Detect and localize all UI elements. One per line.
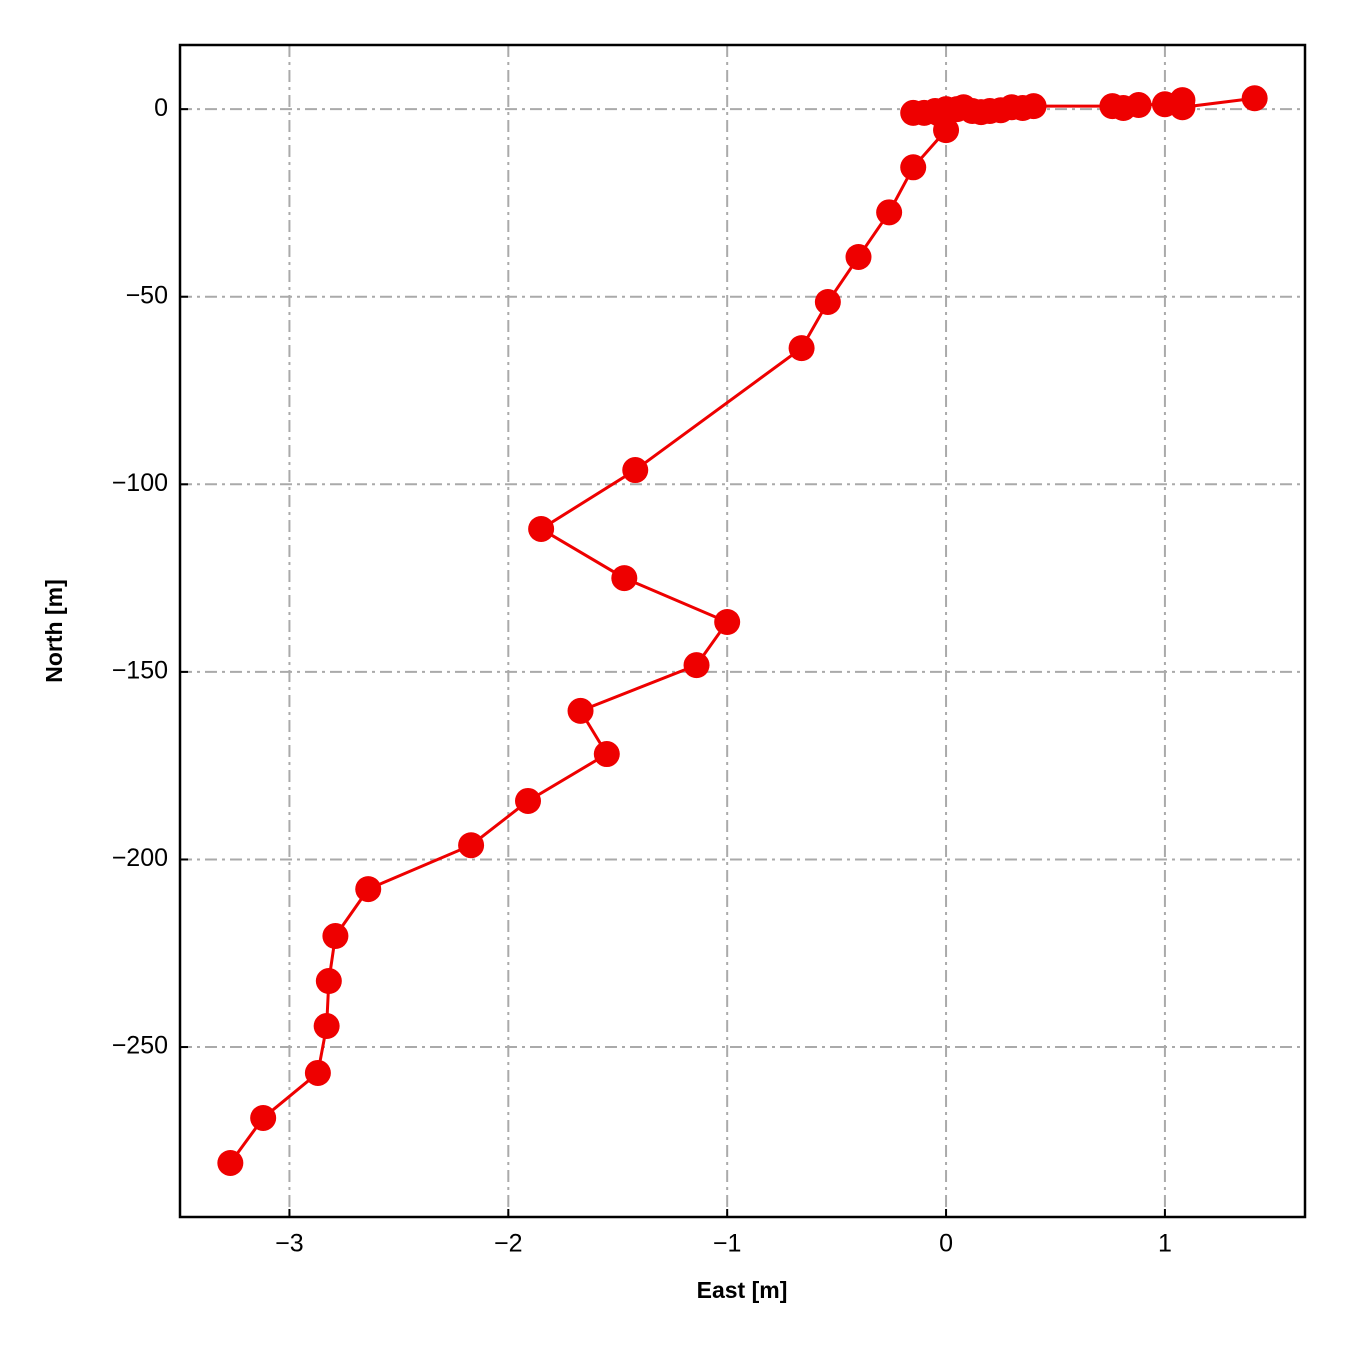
x-tick-label: 0	[939, 1230, 953, 1258]
data-point	[593, 741, 620, 768]
data-point	[876, 199, 903, 226]
data-point	[683, 652, 710, 679]
data-point	[933, 117, 960, 144]
y-tick-label: −100	[112, 469, 168, 497]
data-point	[788, 335, 815, 362]
y-tick-label: −250	[112, 1032, 168, 1060]
data-point	[304, 1059, 331, 1086]
data-point	[714, 608, 741, 635]
data-point	[1125, 92, 1152, 119]
data-point	[355, 876, 382, 903]
x-axis-label: East [m]	[697, 1277, 788, 1303]
x-tick-label: −1	[713, 1230, 742, 1258]
data-point	[1020, 93, 1047, 120]
data-point	[900, 154, 927, 181]
data-point	[845, 243, 872, 270]
data-point	[515, 787, 542, 814]
y-tick-label: 0	[154, 94, 168, 122]
data-point	[250, 1104, 277, 1131]
data-point	[567, 697, 594, 724]
data-point	[814, 288, 841, 315]
x-tick-label: −2	[494, 1230, 523, 1258]
data-point	[528, 515, 555, 542]
data-point	[622, 457, 649, 484]
data-line	[229, 96, 1255, 1164]
x-tick-label: 1	[1158, 1230, 1172, 1258]
data-point	[458, 832, 485, 859]
y-tick-label: −150	[112, 657, 168, 685]
data-point	[217, 1149, 244, 1176]
y-tick-label: −50	[126, 281, 168, 309]
y-tick-label: −200	[112, 844, 168, 872]
plot-frame	[178, 43, 1307, 1219]
data-point	[1169, 94, 1196, 121]
x-tick-label: −3	[275, 1230, 304, 1258]
data-point	[322, 923, 349, 950]
y-axis-label: North [m]	[41, 579, 67, 682]
data-point	[315, 968, 342, 995]
data-point	[1241, 85, 1268, 112]
data-point	[313, 1013, 340, 1040]
data-point	[611, 565, 638, 592]
